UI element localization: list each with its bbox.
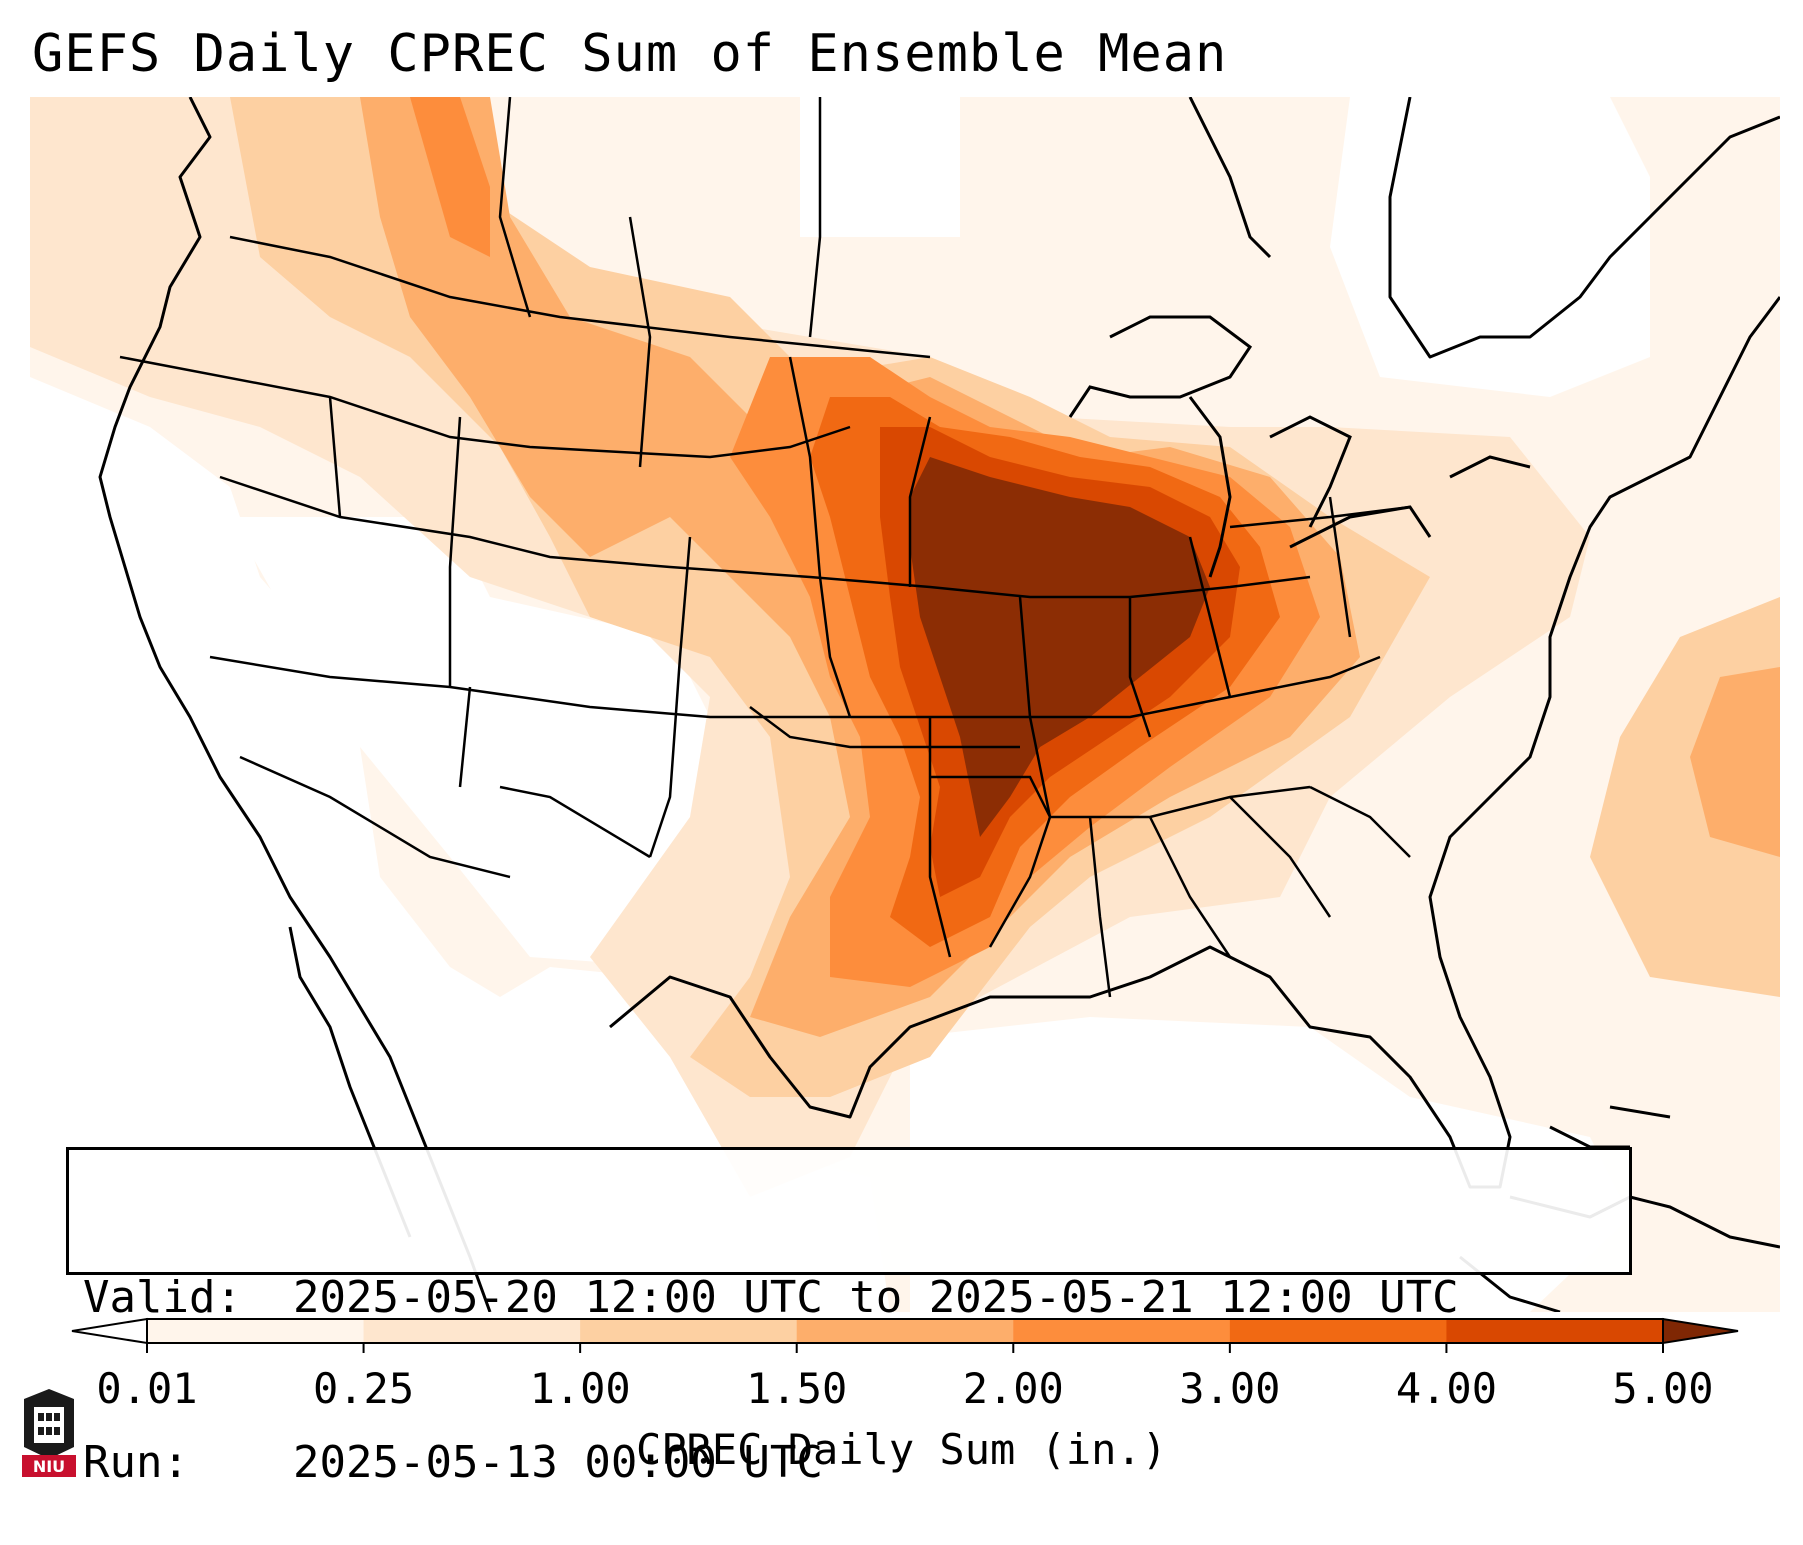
colorbar-segment	[1446, 1319, 1664, 1343]
run-value: 2025-05-13 00:00 UTC	[293, 1437, 823, 1488]
colorbar: 0.01 0.25 1.00 1.50 2.00 3.00 4.00 5.00	[0, 1310, 1803, 1500]
colorbar-label: CPREC Daily Sum (in.)	[635, 1425, 1167, 1474]
logo-text: NIU	[33, 1457, 65, 1476]
colorbar-segment	[1013, 1319, 1231, 1343]
precip-band-200-north	[410, 97, 490, 257]
colorbar-segment	[147, 1319, 365, 1343]
niu-logo: NIU	[20, 1387, 78, 1479]
colorbar-segment	[1229, 1319, 1447, 1343]
precip-band-500	[910, 457, 1210, 837]
colorbar-tick-label: 5.00	[1612, 1364, 1713, 1413]
logo-building-icon	[34, 1407, 64, 1443]
colorbar-tick-label: 1.00	[530, 1364, 631, 1413]
valid-label: Valid:	[83, 1272, 242, 1323]
colorbar-tick-label: 0.01	[96, 1364, 197, 1413]
great-lakes	[1068, 315, 1531, 578]
state-borders	[119, 97, 1411, 998]
colorbar-under-arrow	[71, 1317, 148, 1345]
dry-region-southwest	[230, 517, 720, 967]
colorbar-segment	[363, 1319, 581, 1343]
dry-region-north	[800, 97, 960, 237]
colorbar-tick-label: 4.00	[1396, 1364, 1497, 1413]
page-title: GEFS Daily CPREC Sum of Ensemble Mean	[32, 24, 1228, 84]
colorbar-tick-label: 1.50	[746, 1364, 847, 1413]
valid-value: 2025-05-20 12:00 UTC to 2025-05-21 12:00…	[293, 1272, 1459, 1323]
precipitation-map	[30, 97, 1780, 1312]
run-label: Run:	[83, 1437, 189, 1488]
colorbar-tick-label: 0.25	[313, 1364, 414, 1413]
run-row: Run: 2025-05-13 00:00 UTC	[83, 1435, 1615, 1490]
dry-region-canada	[1330, 97, 1650, 397]
valid-run-info-box: Valid: 2025-05-20 12:00 UTC to 2025-05-21…	[66, 1147, 1632, 1488]
logo-banner	[22, 1455, 76, 1477]
precip-band-atlantic-core	[1690, 667, 1780, 857]
colorbar-segment	[580, 1319, 798, 1343]
valid-row: Valid: 2025-05-20 12:00 UTC to 2025-05-21…	[83, 1270, 1615, 1325]
colorbar-tick-label: 2.00	[963, 1364, 1064, 1413]
colorbar-over-arrow	[1662, 1317, 1739, 1345]
colorbar-segment	[796, 1319, 1014, 1343]
colorbar-tick-label: 3.00	[1179, 1364, 1280, 1413]
colorbar-outline	[146, 1318, 1664, 1344]
dry-region-west	[30, 377, 890, 1312]
